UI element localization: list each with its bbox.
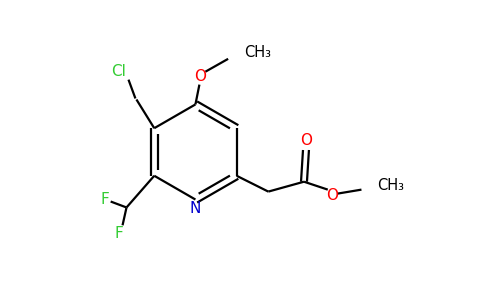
Text: F: F [100, 192, 109, 207]
Text: O: O [300, 133, 312, 148]
Text: F: F [114, 226, 123, 241]
Text: CH₃: CH₃ [244, 45, 271, 60]
Text: O: O [195, 69, 206, 84]
Text: CH₃: CH₃ [378, 178, 404, 193]
Text: O: O [326, 188, 338, 203]
Text: N: N [190, 201, 201, 216]
Text: Cl: Cl [111, 64, 126, 79]
